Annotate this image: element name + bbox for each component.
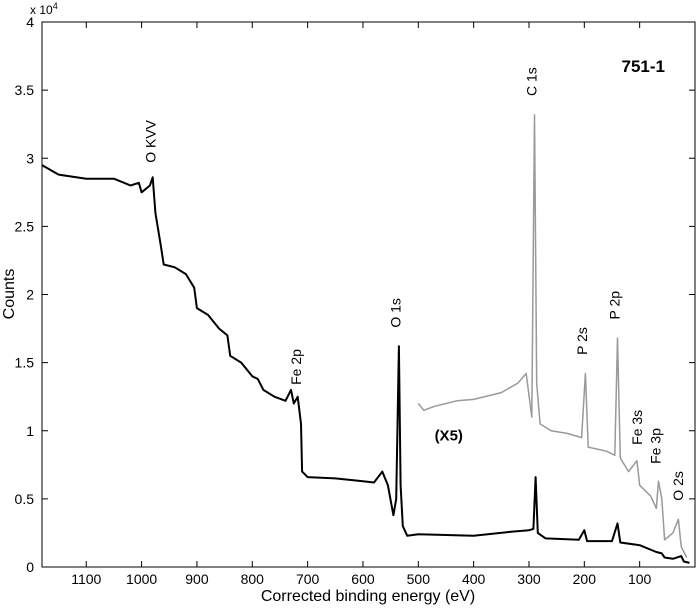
y-tick-label: 1.5	[15, 355, 35, 371]
x-axis-label: Corrected binding energy (eV)	[261, 588, 475, 605]
peak-label: O 1s	[388, 298, 404, 328]
x-tick-label: 400	[462, 571, 486, 587]
y-tick-label: 1	[26, 423, 34, 439]
x-tick-label: 700	[296, 571, 320, 587]
peak-label: P 2s	[574, 327, 590, 355]
y-multiplier-base: x 10	[30, 3, 53, 17]
peak-label: Fe 3s	[629, 410, 645, 445]
y-axis-label: Counts	[1, 269, 18, 320]
peak-label: Fe 2p	[288, 349, 304, 385]
y-tick-label: 3	[26, 150, 34, 166]
x-tick-label: 1000	[126, 571, 157, 587]
peak-label: Fe 3p	[648, 428, 664, 464]
y-tick-label: 4	[26, 14, 34, 30]
y-tick-label: 2.5	[15, 218, 35, 234]
x-tick-label: 100	[628, 571, 652, 587]
x-tick-label: 900	[185, 571, 209, 587]
x-tick-label: 500	[407, 571, 431, 587]
series-line	[417, 113, 688, 558]
x-tick-label: 300	[517, 571, 541, 587]
y-tick-label: 0	[26, 559, 34, 575]
y-multiplier: x 104	[30, 1, 58, 17]
x-tick-label: 600	[351, 571, 375, 587]
plot-frame	[41, 21, 696, 568]
y-tick-label: 0.5	[15, 491, 35, 507]
peak-label: C 1s	[524, 67, 540, 96]
x-tick-label: 1100	[71, 571, 101, 587]
series-note: (X5)	[435, 427, 463, 444]
peak-label: P 2p	[607, 291, 623, 320]
x-tick-label: 800	[241, 571, 265, 587]
peak-label: O 2s	[670, 471, 686, 501]
y-multiplier-exponent: 4	[53, 1, 58, 11]
peak-label: O KVV	[142, 119, 158, 162]
y-tick-label: 3.5	[15, 82, 35, 98]
sample-label: 751-1	[622, 57, 665, 76]
y-tick-label: 2	[26, 287, 34, 303]
x-tick-label: 200	[573, 571, 597, 587]
series-line	[41, 164, 690, 564]
